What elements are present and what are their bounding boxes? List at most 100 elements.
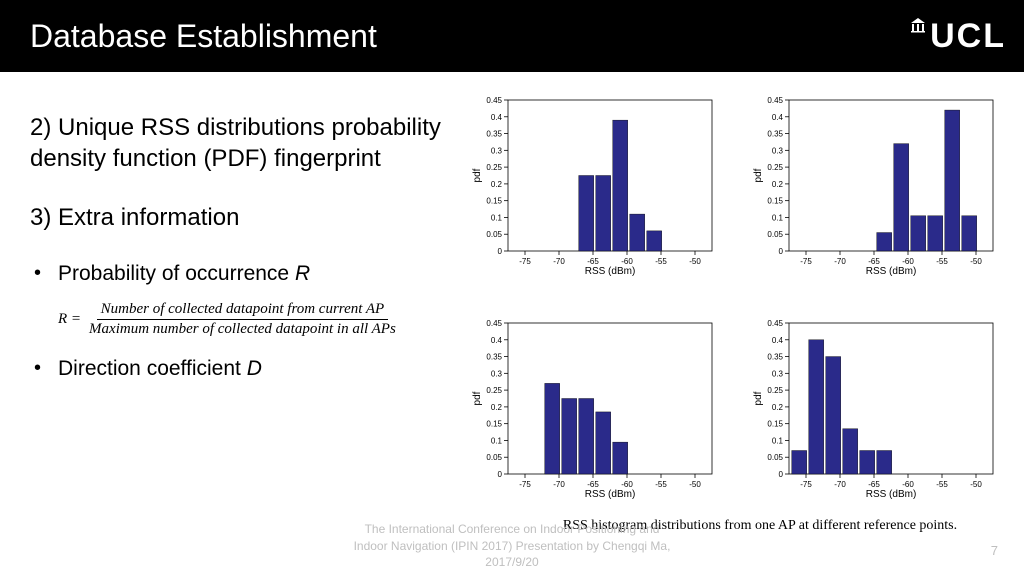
svg-text:0: 0 [498, 247, 503, 256]
bullet-list: Probability of occurrence R [30, 262, 470, 286]
svg-text:0.3: 0.3 [491, 369, 503, 378]
svg-text:0: 0 [779, 247, 784, 256]
svg-text:-50: -50 [689, 480, 701, 489]
svg-text:-55: -55 [655, 257, 667, 266]
svg-text:0.4: 0.4 [491, 113, 503, 122]
svg-text:0.2: 0.2 [491, 180, 503, 189]
formula-fraction: Number of collected datapoint from curre… [85, 300, 400, 339]
svg-text:0.45: 0.45 [486, 319, 502, 328]
ucl-logo: UCL [910, 17, 1006, 56]
svg-text:0: 0 [779, 470, 784, 479]
svg-text:0.3: 0.3 [772, 146, 784, 155]
svg-text:0.15: 0.15 [486, 197, 502, 206]
svg-text:-70: -70 [553, 257, 565, 266]
chart-panel-1: 0 0.05 0.1 0.15 0.2 0.25 0.3 0.35 0.4 0.45 -75 -70 -… [470, 92, 733, 309]
svg-text:-70: -70 [553, 480, 565, 489]
text-column: 2) Unique RSS distributions probability … [30, 92, 470, 532]
svg-text:0.1: 0.1 [491, 213, 503, 222]
svg-text:0.45: 0.45 [486, 96, 502, 105]
svg-text:0.25: 0.25 [486, 163, 502, 172]
page-number: 7 [991, 543, 998, 558]
svg-text:0.45: 0.45 [767, 96, 783, 105]
chart-panel-4: 0 0.05 0.1 0.15 0.2 0.25 0.3 0.35 0.4 0.45 -75 -70 -… [751, 315, 1014, 532]
footer-line-3: 2017/9/20 [0, 554, 1024, 570]
portico-icon [910, 17, 926, 36]
svg-text:-50: -50 [689, 257, 701, 266]
svg-text:0.2: 0.2 [772, 403, 784, 412]
svg-text:-60: -60 [902, 257, 914, 266]
svg-text:RSS (dBm): RSS (dBm) [866, 266, 917, 277]
svg-text:-60: -60 [621, 257, 633, 266]
svg-text:pdf: pdf [472, 168, 483, 182]
bullet-list-2: Direction coefficient D [30, 357, 470, 381]
svg-text:0.4: 0.4 [772, 113, 784, 122]
svg-text:-55: -55 [936, 257, 948, 266]
footer-line-1: The International Conference on Indoor P… [0, 521, 1024, 537]
svg-text:0.4: 0.4 [491, 336, 503, 345]
svg-text:-60: -60 [621, 480, 633, 489]
svg-text:-65: -65 [587, 480, 599, 489]
point-3: 3) Extra information [30, 202, 470, 233]
formula-lhs: R = [58, 311, 81, 328]
svg-text:-75: -75 [800, 257, 812, 266]
svg-text:-55: -55 [936, 480, 948, 489]
svg-text:0.25: 0.25 [767, 163, 783, 172]
svg-text:0.15: 0.15 [486, 420, 502, 429]
svg-text:-65: -65 [868, 480, 880, 489]
slide-title: Database Establishment [30, 18, 377, 55]
svg-text:0.1: 0.1 [772, 436, 784, 445]
svg-text:pdf: pdf [753, 168, 764, 182]
svg-text:0.15: 0.15 [767, 420, 783, 429]
svg-text:-75: -75 [519, 480, 531, 489]
svg-text:-65: -65 [587, 257, 599, 266]
svg-text:-75: -75 [519, 257, 531, 266]
svg-text:RSS (dBm): RSS (dBm) [585, 266, 636, 277]
svg-text:-50: -50 [970, 480, 982, 489]
svg-text:0.05: 0.05 [767, 230, 783, 239]
svg-text:-70: -70 [834, 257, 846, 266]
svg-text:0.1: 0.1 [772, 213, 784, 222]
svg-text:0.3: 0.3 [491, 146, 503, 155]
svg-text:-75: -75 [800, 480, 812, 489]
svg-text:-55: -55 [655, 480, 667, 489]
logo-text: UCL [930, 17, 1006, 56]
svg-text:-65: -65 [868, 257, 880, 266]
svg-text:0.45: 0.45 [767, 319, 783, 328]
svg-text:0.05: 0.05 [486, 453, 502, 462]
slide-footer: The International Conference on Indoor P… [0, 521, 1024, 570]
svg-text:0.05: 0.05 [767, 453, 783, 462]
bullet-probability: Probability of occurrence R [58, 262, 470, 286]
formula-denominator: Maximum number of collected datapoint in… [85, 320, 400, 339]
svg-text:0: 0 [498, 470, 503, 479]
svg-text:0.35: 0.35 [486, 353, 502, 362]
svg-text:0.3: 0.3 [772, 369, 784, 378]
svg-text:0.25: 0.25 [486, 386, 502, 395]
svg-text:0.25: 0.25 [767, 386, 783, 395]
chart-panel-3: 0 0.05 0.1 0.15 0.2 0.25 0.3 0.35 0.4 0.45 -75 -70 -… [470, 315, 733, 532]
svg-text:0.05: 0.05 [486, 230, 502, 239]
svg-text:-50: -50 [970, 257, 982, 266]
svg-text:0.2: 0.2 [491, 403, 503, 412]
svg-text:-70: -70 [834, 480, 846, 489]
svg-text:0.15: 0.15 [767, 197, 783, 206]
svg-text:0.2: 0.2 [772, 180, 784, 189]
svg-text:RSS (dBm): RSS (dBm) [866, 489, 917, 500]
formula-R: R = Number of collected datapoint from c… [30, 300, 470, 339]
chart-grid: 0 0.05 0.1 0.15 0.2 0.25 0.3 0.35 0.4 0.45 -75 -70 -… [470, 92, 1014, 532]
svg-text:0.35: 0.35 [767, 130, 783, 139]
bullet-direction: Direction coefficient D [58, 357, 470, 381]
formula-numerator: Number of collected datapoint from curre… [97, 300, 389, 320]
svg-text:0.1: 0.1 [491, 436, 503, 445]
svg-text:0.35: 0.35 [767, 353, 783, 362]
chart-panel-2: 0 0.05 0.1 0.15 0.2 0.25 0.3 0.35 0.4 0.45 -75 -70 -… [751, 92, 1014, 309]
svg-text:0.35: 0.35 [486, 130, 502, 139]
svg-text:pdf: pdf [472, 391, 483, 405]
svg-text:pdf: pdf [753, 391, 764, 405]
svg-text:0.4: 0.4 [772, 336, 784, 345]
slide-header: Database Establishment UCL [0, 0, 1024, 72]
svg-text:RSS (dBm): RSS (dBm) [585, 489, 636, 500]
footer-line-2: Indoor Navigation (IPIN 2017) Presentati… [0, 538, 1024, 554]
slide-body: 2) Unique RSS distributions probability … [0, 72, 1024, 532]
point-2: 2) Unique RSS distributions probability … [30, 112, 470, 174]
svg-text:-60: -60 [902, 480, 914, 489]
